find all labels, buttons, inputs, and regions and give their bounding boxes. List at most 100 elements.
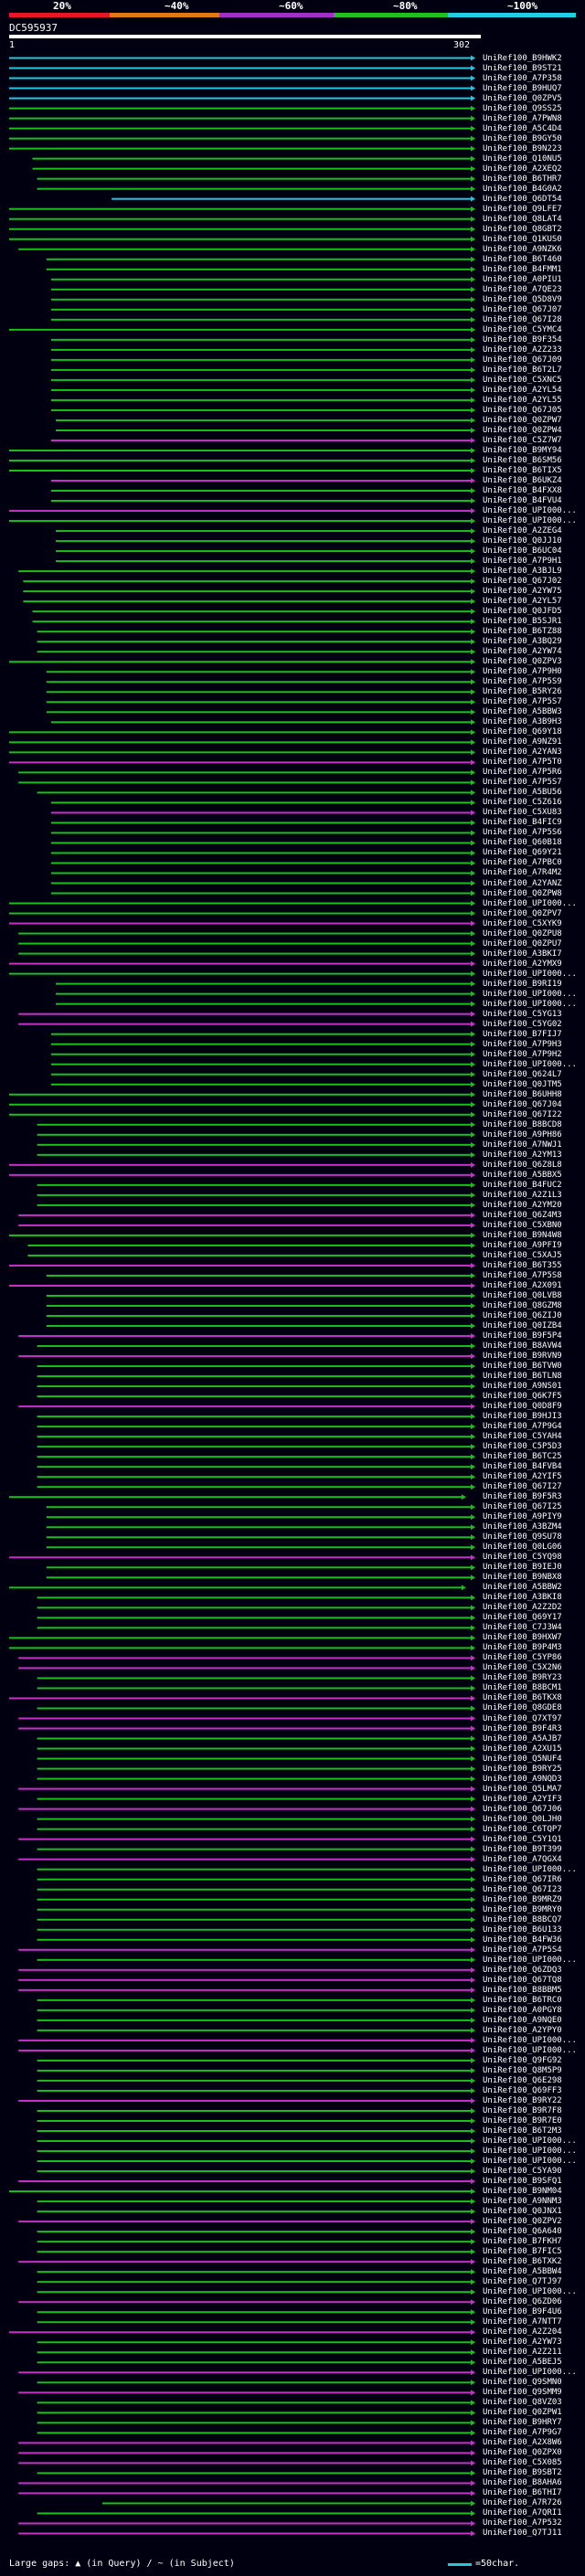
- hit-line[interactable]: [9, 510, 472, 513]
- hit-label[interactable]: UniRef100_A2YANZ: [483, 878, 562, 888]
- hit-label[interactable]: UniRef100_Q6E298: [483, 2075, 562, 2085]
- hit-line[interactable]: [37, 1345, 472, 1348]
- hit-line[interactable]: [50, 500, 473, 503]
- hit-label[interactable]: UniRef100_B9F354: [483, 334, 562, 345]
- hit-label[interactable]: UniRef100_A9NS01: [483, 1382, 562, 1392]
- hit-line[interactable]: [9, 1264, 472, 1267]
- hit-line[interactable]: [37, 1456, 472, 1458]
- hit-line[interactable]: [37, 1617, 472, 1619]
- hit-line[interactable]: [37, 2089, 472, 2092]
- hit-line[interactable]: [18, 2221, 472, 2223]
- hit-label[interactable]: UniRef100_B9IEJ0: [483, 1563, 562, 1573]
- hit-line[interactable]: [37, 791, 472, 794]
- hit-label[interactable]: UniRef100_Q9SS25: [483, 103, 562, 113]
- hit-line[interactable]: [56, 560, 472, 563]
- hit-line[interactable]: [56, 1002, 472, 1005]
- hit-label[interactable]: UniRef100_C5YAH4: [483, 1432, 562, 1442]
- hit-label[interactable]: UniRef100_A7P5R6: [483, 768, 562, 778]
- hit-line[interactable]: [37, 1737, 472, 1740]
- hit-line[interactable]: [9, 328, 472, 331]
- hit-label[interactable]: UniRef100_UPI000...: [483, 2045, 577, 2055]
- hit-label[interactable]: UniRef100_A2ZEG4: [483, 526, 562, 536]
- hit-label[interactable]: UniRef100_Q6Z8L8: [483, 1160, 562, 1170]
- hit-label[interactable]: UniRef100_C5X085: [483, 2458, 562, 2468]
- hit-line[interactable]: [9, 2190, 472, 2193]
- hit-line[interactable]: [18, 1355, 472, 1358]
- hit-label[interactable]: UniRef100_B6T460: [483, 254, 562, 264]
- hit-label[interactable]: UniRef100_Q0JTM5: [483, 1079, 562, 1089]
- hit-label[interactable]: UniRef100_B6UKZ4: [483, 476, 562, 486]
- hit-line[interactable]: [37, 641, 472, 643]
- hit-line[interactable]: [37, 631, 472, 633]
- hit-line[interactable]: [37, 1596, 472, 1599]
- hit-label[interactable]: UniRef100_A7P532: [483, 2518, 562, 2528]
- hit-line[interactable]: [46, 268, 473, 270]
- hit-line[interactable]: [18, 2492, 472, 2495]
- hit-line[interactable]: [46, 681, 473, 684]
- hit-label[interactable]: UniRef100_A2Z233: [483, 345, 562, 355]
- hit-label[interactable]: UniRef100_B9HWK2: [483, 53, 562, 63]
- hit-label[interactable]: UniRef100_A0PGY8: [483, 2005, 562, 2015]
- hit-line[interactable]: [37, 1123, 472, 1126]
- hit-label[interactable]: UniRef100_UPI000...: [483, 989, 577, 999]
- hit-label[interactable]: UniRef100_C6TQP7: [483, 1824, 562, 1834]
- hit-line[interactable]: [9, 1556, 472, 1559]
- hit-line[interactable]: [18, 932, 472, 935]
- hit-line[interactable]: [37, 1153, 472, 1156]
- hit-line[interactable]: [18, 1978, 472, 1981]
- hit-label[interactable]: UniRef100_B8AHA6: [483, 2478, 562, 2488]
- hit-line[interactable]: [50, 358, 473, 361]
- hit-label[interactable]: UniRef100_B9F5P4: [483, 1331, 562, 1341]
- hit-label[interactable]: UniRef100_A7P9H2: [483, 1049, 562, 1059]
- hit-label[interactable]: UniRef100_A7P5S9: [483, 677, 562, 687]
- hit-label[interactable]: UniRef100_UPI000...: [483, 999, 577, 1009]
- hit-line[interactable]: [18, 952, 472, 955]
- hit-line[interactable]: [50, 288, 473, 291]
- hit-label[interactable]: UniRef100_Q6A640: [483, 2227, 562, 2237]
- hit-label[interactable]: UniRef100_Q69Y18: [483, 727, 562, 737]
- hit-label[interactable]: UniRef100_Q0ZPV3: [483, 657, 562, 667]
- hit-label[interactable]: UniRef100_A2YW74: [483, 647, 562, 657]
- hit-line[interactable]: [37, 1777, 472, 1780]
- hit-line[interactable]: [50, 480, 473, 482]
- hit-label[interactable]: UniRef100_Q0LG06: [483, 1542, 562, 1553]
- hit-line[interactable]: [37, 1193, 472, 1196]
- hit-label[interactable]: UniRef100_B9N4W8: [483, 1230, 562, 1240]
- hit-line[interactable]: [18, 2532, 472, 2535]
- hit-line[interactable]: [56, 982, 472, 985]
- hit-line[interactable]: [37, 2210, 472, 2213]
- hit-line[interactable]: [9, 238, 472, 240]
- hit-line[interactable]: [37, 2009, 472, 2011]
- hit-label[interactable]: UniRef100_A2YW75: [483, 587, 562, 597]
- hit-label[interactable]: UniRef100_C5YP86: [483, 1653, 562, 1663]
- hit-label[interactable]: UniRef100_Q0ZPU7: [483, 938, 562, 949]
- hit-line[interactable]: [18, 2391, 472, 2394]
- hit-line[interactable]: [18, 1838, 472, 1840]
- hit-line[interactable]: [9, 1234, 472, 1236]
- hit-line[interactable]: [56, 429, 472, 431]
- hit-label[interactable]: UniRef100_Q0ZPX0: [483, 2448, 562, 2458]
- hit-label[interactable]: UniRef100_A2YAN3: [483, 747, 562, 758]
- hit-line[interactable]: [37, 651, 472, 653]
- hit-line[interactable]: [50, 872, 473, 875]
- hit-line[interactable]: [9, 1284, 472, 1287]
- hit-line[interactable]: [37, 1375, 472, 1378]
- hit-line[interactable]: [27, 1254, 473, 1256]
- hit-line[interactable]: [18, 1948, 472, 1951]
- hit-label[interactable]: UniRef100_C7J3W4: [483, 1623, 562, 1633]
- hit-line[interactable]: [50, 842, 473, 844]
- hit-line[interactable]: [50, 408, 473, 411]
- hit-label[interactable]: UniRef100_Q67J04: [483, 1099, 562, 1109]
- hit-line[interactable]: [18, 1988, 472, 1991]
- hit-label[interactable]: UniRef100_A2YL55: [483, 395, 562, 405]
- hit-label[interactable]: UniRef100_Q9SMN0: [483, 2378, 562, 2388]
- hit-label[interactable]: UniRef100_A9NQE0: [483, 2015, 562, 2025]
- hit-line[interactable]: [37, 2361, 472, 2364]
- hit-label[interactable]: UniRef100_B4FIC9: [483, 818, 562, 828]
- hit-label[interactable]: UniRef100_Q8GZM8: [483, 1301, 562, 1310]
- hit-line[interactable]: [50, 368, 473, 371]
- hit-label[interactable]: UniRef100_A5BBW2: [483, 1583, 562, 1593]
- hit-line[interactable]: [32, 167, 473, 170]
- hit-label[interactable]: UniRef100_Q67TQ8: [483, 1975, 562, 1985]
- hit-line[interactable]: [37, 2422, 472, 2424]
